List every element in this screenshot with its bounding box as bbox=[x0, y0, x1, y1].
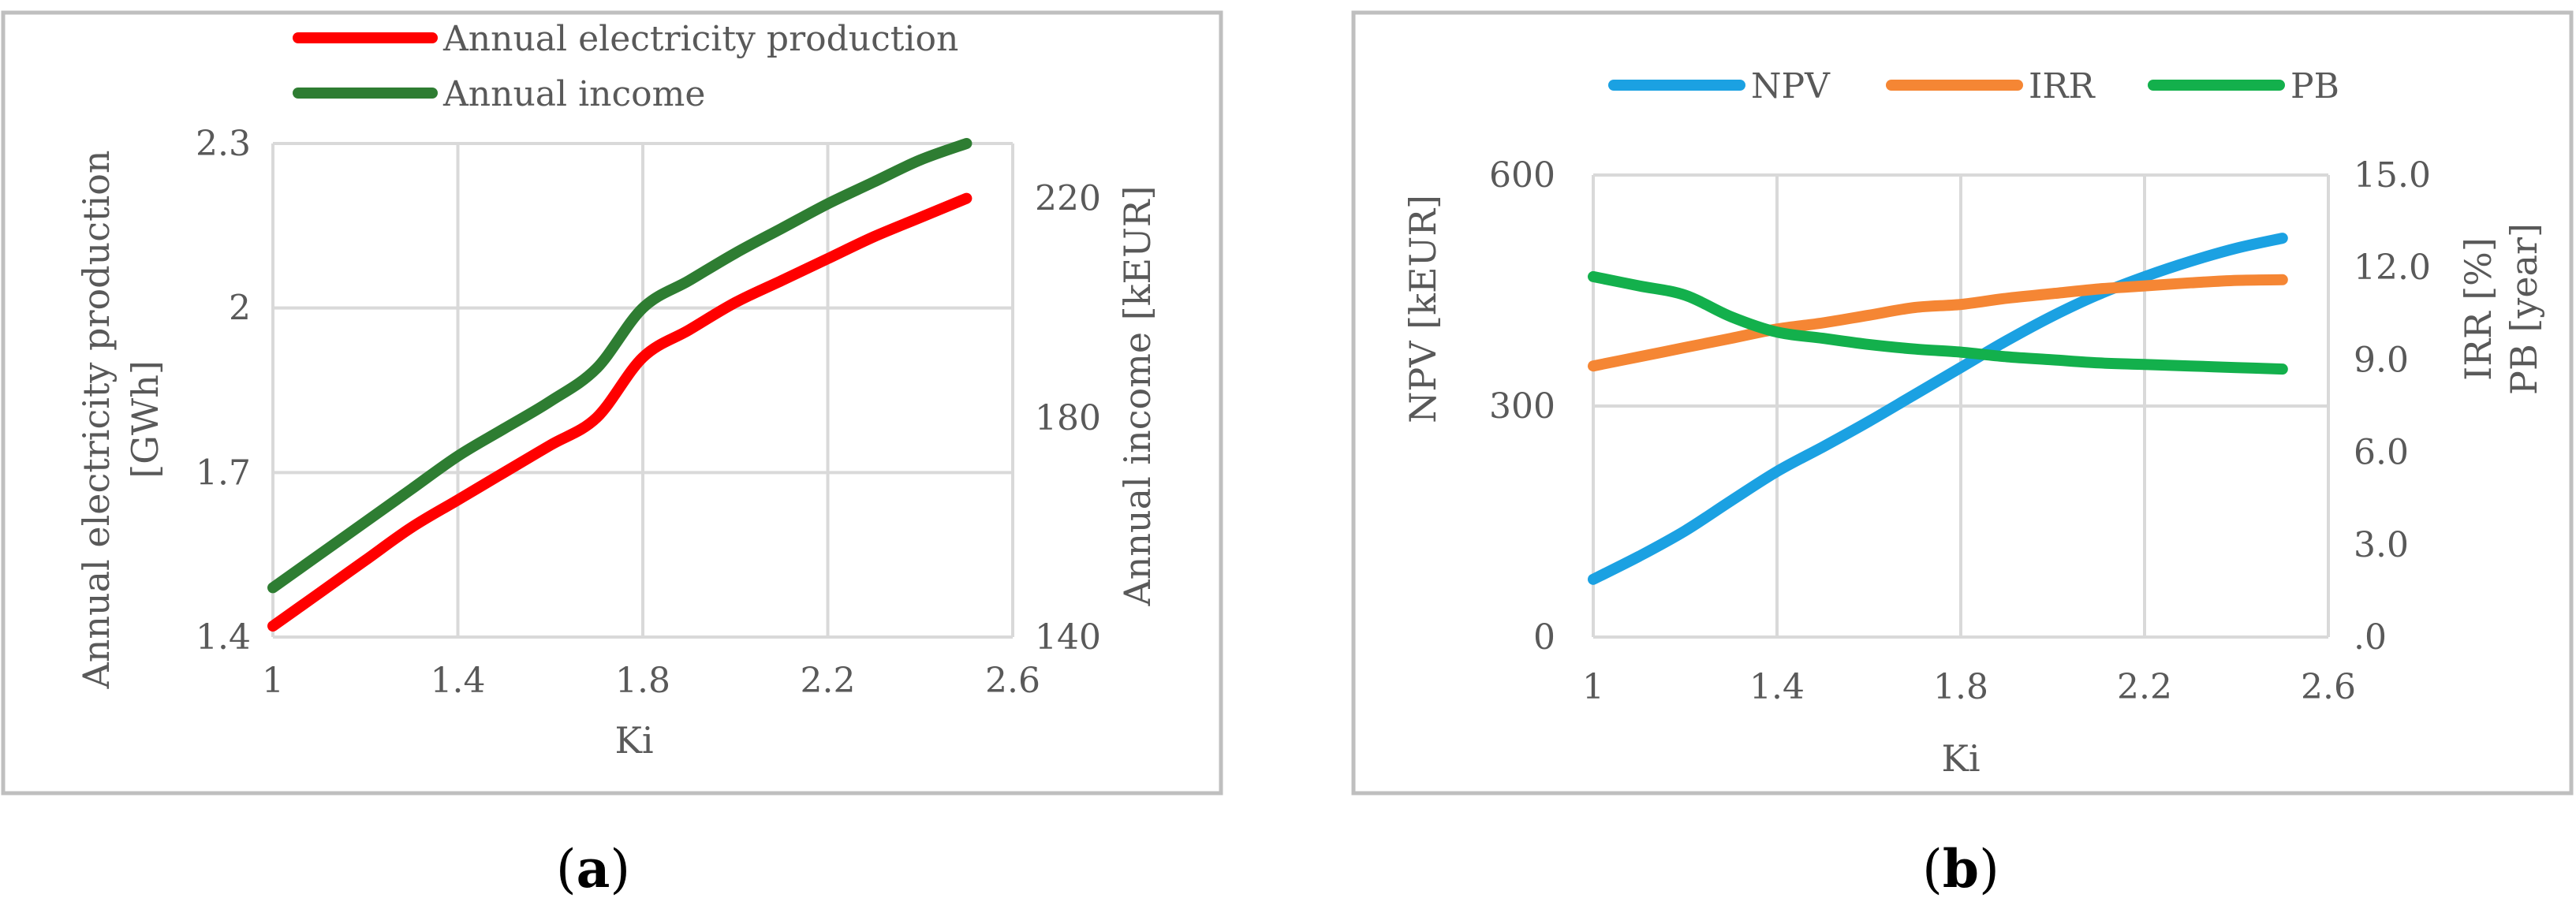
legend-label-npv: NPV bbox=[1751, 66, 1831, 106]
legend-label-production: Annual electricity production bbox=[442, 19, 958, 59]
right-tick-label: 140 bbox=[1035, 617, 1101, 658]
panel-b-right-axis-label-line2: PB [year] bbox=[2503, 223, 2545, 395]
panel-b-left-axis-label: NPV [kEUR] bbox=[1402, 195, 1444, 423]
right-tick-label: .0 bbox=[2354, 617, 2387, 658]
left-tick-label: 1.7 bbox=[196, 453, 251, 493]
panel-a-tick-labels: 1 1.4 1.8 2.2 2.6 1.4 1.7 2 2.3 140 180 220 bbox=[196, 124, 1101, 701]
chart-panel-a: 1 1.4 1.8 2.2 2.6 1.4 1.7 2 2.3 140 180 220 Ki Annu… bbox=[1, 10, 1223, 796]
panel-a-frame bbox=[1, 10, 1223, 796]
panel-a-legend: Annual electricity production Annual inc… bbox=[293, 19, 958, 114]
x-tick-label: 1 bbox=[1582, 667, 1604, 707]
x-tick-label: 2.6 bbox=[2301, 667, 2356, 707]
legend-label-pb: PB bbox=[2290, 66, 2339, 106]
x-tick-label: 1.8 bbox=[1933, 667, 1988, 707]
left-tick-label: 300 bbox=[1489, 386, 1555, 427]
right-tick-label: 9.0 bbox=[2354, 340, 2409, 380]
legend-label-income: Annual income bbox=[442, 74, 705, 114]
panel-b-caption: (b) bbox=[1922, 838, 1999, 900]
panel-a-caption: (a) bbox=[556, 838, 630, 900]
x-tick-label: 2.2 bbox=[2117, 667, 2172, 707]
panel-a-right-axis-label: Annual income [kEUR] bbox=[1116, 186, 1159, 607]
panel-b-series-lines bbox=[1588, 233, 2288, 585]
series-line-production bbox=[267, 192, 973, 632]
x-tick-label: 1.8 bbox=[615, 661, 670, 701]
panel-a-left-axis-label-line1: Annual electricity production bbox=[75, 150, 118, 689]
right-tick-label: 15.0 bbox=[2354, 155, 2431, 196]
right-tick-label: 12.0 bbox=[2354, 248, 2431, 288]
series-line-pb bbox=[1588, 270, 2288, 375]
right-tick-label: 6.0 bbox=[2354, 433, 2409, 473]
chart-panel-b: 1 1.4 1.8 2.2 2.60300600.03.06.09.012.015.0 … bbox=[1351, 10, 2574, 796]
panel-b-right-axis-label-line1: IRR [%] bbox=[2457, 237, 2499, 381]
x-tick-label: 1.4 bbox=[1749, 667, 1805, 707]
panel-b-frame bbox=[1351, 10, 2574, 796]
x-tick-label: 2.2 bbox=[801, 661, 856, 701]
left-tick-label: 600 bbox=[1489, 155, 1555, 196]
right-tick-label: 3.0 bbox=[2354, 525, 2409, 565]
left-tick-label: 1.4 bbox=[196, 617, 251, 658]
panel-a-series-lines bbox=[267, 138, 973, 632]
panel-a-x-axis-label: Ki bbox=[614, 719, 653, 762]
right-tick-label: 220 bbox=[1035, 179, 1101, 219]
left-tick-label: 0 bbox=[1533, 617, 1555, 658]
left-tick-label: 2.3 bbox=[196, 124, 251, 164]
legend-label-irr: IRR bbox=[2029, 66, 2096, 106]
panel-b-x-axis-label: Ki bbox=[1941, 737, 1980, 780]
panel-b-tick-labels: 1 1.4 1.8 2.2 2.6 0 300 600 .0 3.0 6.0 9.0 12.0 15.0 bbox=[1489, 155, 2431, 707]
x-tick-label: 2.6 bbox=[985, 661, 1040, 701]
x-tick-label: 1 bbox=[262, 661, 284, 701]
right-tick-label: 180 bbox=[1035, 398, 1101, 438]
series-line-income bbox=[267, 138, 973, 594]
series-line-npv bbox=[1588, 233, 2288, 585]
x-tick-label: 1.4 bbox=[431, 661, 486, 701]
panel-a-left-axis-label-line2: [GWh] bbox=[124, 360, 166, 479]
panel-b-gridlines bbox=[1592, 173, 2330, 639]
series-line-irr bbox=[1588, 274, 2288, 372]
panel-b-legend: NPV IRR PB bbox=[1608, 66, 2339, 106]
left-tick-label: 2 bbox=[229, 289, 251, 329]
